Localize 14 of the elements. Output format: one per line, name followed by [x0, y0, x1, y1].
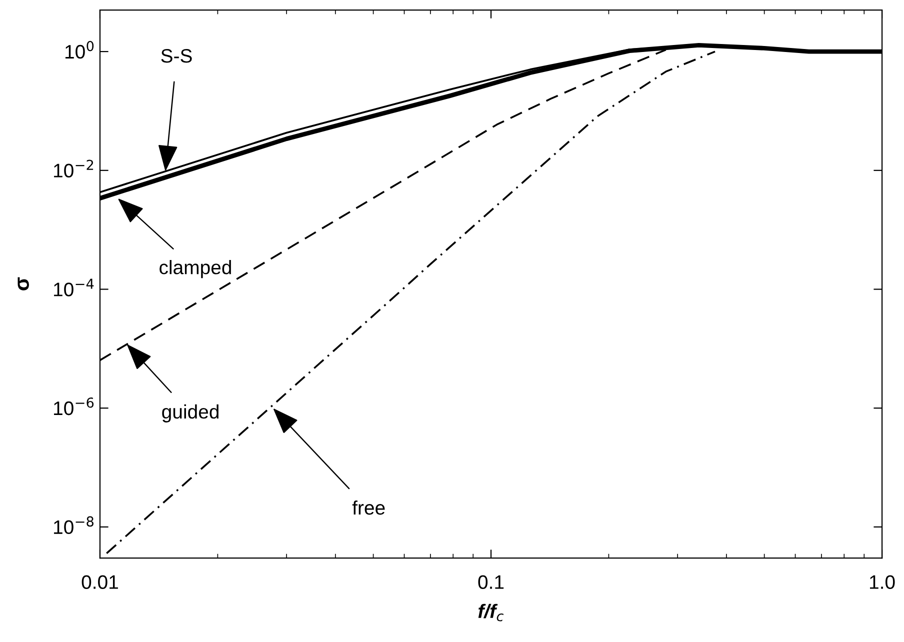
x-axis-title: f/f$_{c}$ — [478, 604, 504, 622]
annotation: clamped — [160, 260, 231, 278]
y-tick-label: 10$^{−4}$ — [54, 278, 94, 296]
x-tick-label: 0.1 — [478, 575, 504, 589]
x-tick-label: 1.0 — [870, 575, 895, 589]
annotation: guided — [162, 404, 218, 422]
y-tick-label: 10$^{−8}$ — [54, 516, 94, 534]
y-tick-label: 10$^{0}$ — [65, 40, 94, 59]
annotation: free — [352, 500, 385, 515]
x-tick-label: 0.01 — [82, 575, 118, 589]
annotation: S-S — [161, 49, 192, 63]
y-tick-label: 10$^{−6}$ — [54, 397, 94, 416]
y-axis-title: σ — [18, 277, 29, 290]
y-tick-label: 10$^{−2}$ — [54, 160, 94, 178]
